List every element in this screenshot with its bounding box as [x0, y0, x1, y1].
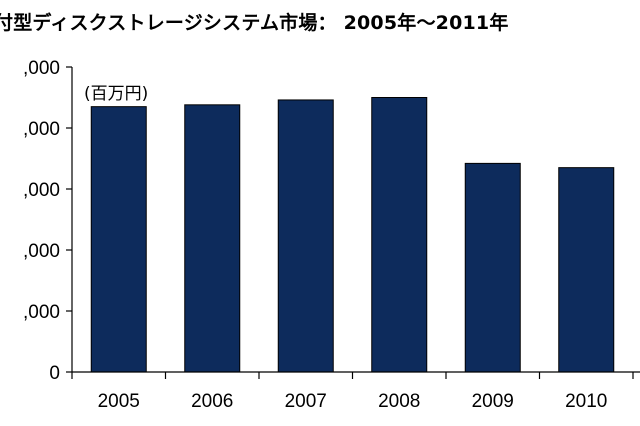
x-tick-label: 2009: [472, 391, 514, 412]
bar-2007: [277, 99, 334, 373]
y-tick-label: ,000: [23, 302, 60, 323]
y-tick-label: ,000: [23, 180, 60, 201]
chart-title: 付型ディスクストレージシステム市場： 2005年～2011年: [0, 12, 509, 34]
bar-2005: [90, 106, 147, 373]
bar-2008: [371, 97, 428, 373]
bar-2010: [558, 167, 615, 373]
y-tick-label: ,000: [23, 119, 60, 140]
bar-2006: [184, 104, 241, 373]
y-tick-label: ,000: [23, 241, 60, 262]
x-tick-label: 2005: [98, 391, 140, 412]
y-tick-label: ,000: [23, 58, 60, 79]
x-tick-label: 2010: [565, 391, 607, 412]
x-tick-label: 2006: [191, 391, 233, 412]
x-tick-label: 2008: [378, 391, 420, 412]
y-axis-ticks: 0 ,000 ,000 ,000 ,000 ,000: [23, 58, 72, 384]
x-tick-label: 2007: [285, 391, 327, 412]
x-axis-labels: 2005 2006 2007 2008 2009 2010: [71, 372, 634, 412]
y-tick-label: 0: [49, 363, 60, 384]
unit-label: (百万円): [84, 84, 148, 104]
bar-series: [90, 97, 615, 373]
bar-2009: [464, 162, 521, 373]
